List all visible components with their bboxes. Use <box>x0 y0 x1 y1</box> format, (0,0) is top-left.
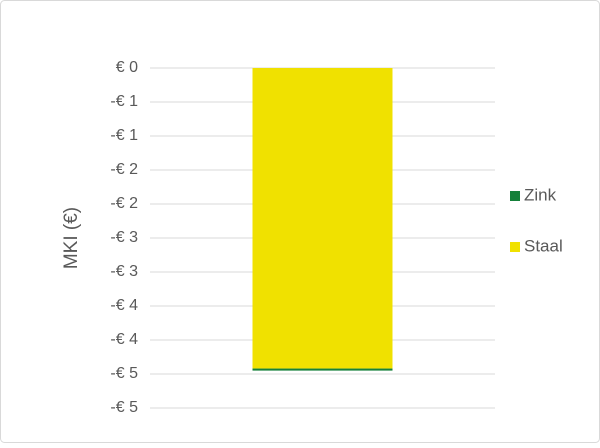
y-tick-label: -€ 5 <box>110 365 138 382</box>
legend-swatch <box>510 242 520 252</box>
y-tick-label: -€ 2 <box>110 161 138 178</box>
y-tick-label: -€ 3 <box>110 263 138 280</box>
y-tick-label: -€ 4 <box>110 297 138 314</box>
legend-label: Staal <box>524 236 563 255</box>
y-tick-label: -€ 4 <box>110 331 138 348</box>
bar-segment <box>252 68 393 369</box>
y-axis-label: MKI (€) <box>61 207 82 269</box>
y-tick-label: -€ 1 <box>110 93 138 110</box>
legend-label: Zink <box>524 185 557 204</box>
y-tick-label: -€ 5 <box>110 399 138 416</box>
y-tick-label: -€ 2 <box>110 195 138 212</box>
legend-swatch <box>510 191 520 201</box>
y-tick-label: -€ 1 <box>110 127 138 144</box>
bar-segment <box>252 368 393 371</box>
y-tick-label: € 0 <box>116 59 138 76</box>
y-tick-label: -€ 3 <box>110 229 138 246</box>
